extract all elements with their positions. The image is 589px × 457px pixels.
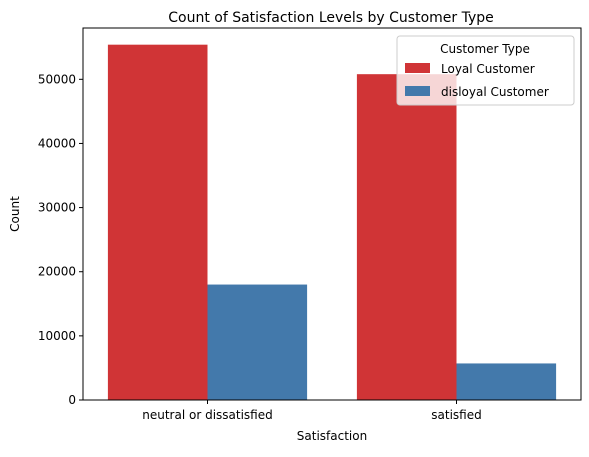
x-tick-label-satisfied: satisfied bbox=[431, 408, 481, 422]
y-tick-label: 40000 bbox=[38, 136, 76, 150]
x-tick-label-neutral-or-dissatisfied: neutral or dissatisfied bbox=[142, 408, 272, 422]
chart-title: Count of Satisfaction Levels by Customer… bbox=[168, 10, 494, 26]
y-tick-label: 50000 bbox=[38, 72, 76, 86]
y-axis-label: Count bbox=[8, 196, 22, 232]
bar-disloyal-customer-satisfied bbox=[456, 363, 557, 400]
bar-loyal-customer-satisfied bbox=[356, 74, 457, 401]
legend-box bbox=[396, 35, 575, 106]
y-tick-label: 0 bbox=[68, 393, 76, 407]
y-tick-label: 20000 bbox=[38, 265, 76, 279]
x-axis-label: Satisfaction bbox=[297, 429, 367, 443]
legend-label-disloyal-customer: disloyal Customer bbox=[441, 85, 549, 99]
plot-frame bbox=[82, 27, 582, 401]
y-tick-label: 30000 bbox=[38, 201, 76, 215]
legend-swatch-disloyal-customer bbox=[405, 86, 430, 96]
y-tick-label: 10000 bbox=[38, 329, 76, 343]
y-axis: 0 10000 20000 30000 40000 50000 bbox=[38, 72, 83, 407]
bar-loyal-customer-neutral-or-dissatisfied bbox=[107, 44, 208, 401]
x-axis: neutral or dissatisfied satisfied bbox=[142, 400, 482, 422]
legend-label-loyal-customer: Loyal Customer bbox=[441, 62, 535, 76]
legend: Customer Type Loyal Customer disloyal Cu… bbox=[396, 35, 575, 106]
legend-title: Customer Type bbox=[440, 42, 530, 56]
legend-swatch-loyal-customer bbox=[405, 63, 430, 73]
bar-disloyal-customer-neutral-or-dissatisfied bbox=[207, 284, 308, 400]
bars-layer bbox=[107, 44, 557, 401]
